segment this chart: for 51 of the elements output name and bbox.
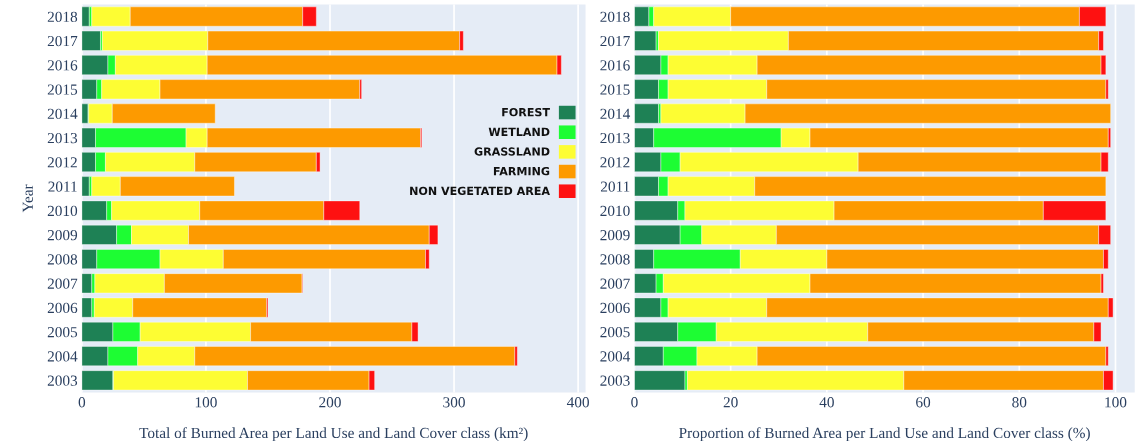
x-tick-label: 20 [723, 397, 738, 408]
y-tick-label: 2015 [47, 84, 78, 95]
legend-label: FARMING [493, 166, 550, 176]
y-tick-label: 2018 [47, 11, 78, 22]
y-tick-label: 2011 [48, 181, 77, 192]
y-tick-label: 2012 [600, 157, 630, 168]
y-axis-title: Year [22, 184, 33, 213]
y-tick-label: 2017 [600, 35, 630, 47]
y-tick-label: 2009 [47, 229, 78, 241]
x-axis-title: Proportion of Burned Area per Land Use and Land Cover class (%) [679, 427, 1090, 441]
y-tick-label: 2012 [47, 157, 77, 168]
y-tick-label: 2007 [47, 278, 78, 289]
y-tick-label: 2003 [47, 375, 78, 386]
x-tick-label: 80 [1012, 397, 1027, 408]
y-tick-label: 2007 [600, 278, 630, 289]
y-tick-label: 2013 [47, 132, 78, 144]
x-tick-label: 400 [566, 397, 589, 408]
x-axis-title: Total of Burned Area per Land Use and Land Cover class (km²) [139, 427, 528, 441]
y-tick-label: 2010 [600, 205, 630, 217]
x-tick-label: 100 [1105, 397, 1127, 408]
x-tick-label: 100 [195, 397, 217, 408]
x-tick-label: 200 [319, 397, 341, 408]
y-tick-label: 2006 [600, 302, 630, 314]
y-tick-label: 2016 [47, 60, 78, 71]
y-tick-label: 2015 [600, 84, 630, 95]
y-tick-label: 2005 [47, 326, 78, 338]
y-tick-label: 2008 [600, 254, 630, 265]
legend-label: GRASSLAND [474, 147, 550, 156]
y-tick-label: 2014 [600, 108, 631, 120]
y-tick-label: 2011 [600, 181, 630, 192]
legend-label: FOREST [502, 107, 550, 117]
y-tick-label: 2006 [47, 302, 78, 314]
y-tick-label: 2003 [600, 375, 630, 386]
x-tick-label: 40 [819, 397, 834, 408]
x-tick-label: 0 [631, 397, 638, 408]
y-tick-label: 2013 [600, 132, 630, 144]
y-tick-label: 2014 [47, 108, 78, 120]
y-tick-label: 2008 [47, 254, 78, 265]
y-tick-label: 2010 [47, 205, 78, 217]
x-tick-label: 300 [443, 397, 465, 408]
legend-label: NON VEGETATED AREA [410, 186, 550, 196]
y-tick-label: 2009 [600, 229, 630, 241]
y-tick-label: 2017 [47, 35, 78, 47]
y-tick-label: 2018 [600, 11, 630, 22]
y-tick-label: 2005 [600, 326, 630, 338]
x-tick-label: 0 [78, 397, 86, 408]
legend-label: WETLAND [488, 127, 550, 136]
y-tick-label: 2004 [47, 351, 78, 362]
y-tick-label: 2016 [600, 60, 630, 71]
y-tick-label: 2004 [600, 351, 631, 362]
x-tick-label: 60 [916, 397, 931, 408]
